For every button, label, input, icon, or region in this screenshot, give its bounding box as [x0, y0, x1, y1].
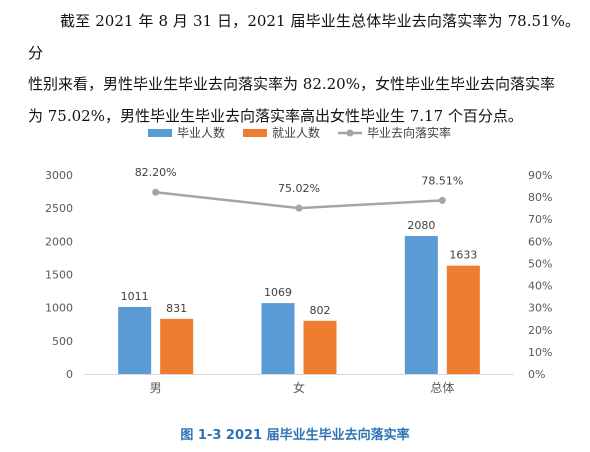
left-axis: 0 500 1000 1500 2000 2500 3000: [45, 169, 73, 381]
rate-value-label: 82.20%: [135, 166, 177, 179]
rate-point: [152, 188, 160, 196]
summary-paragraph: 截至 2021 年 8 月 31 日，2021 届毕业生总体毕业去向落实率为 7…: [28, 6, 580, 132]
right-tick-label: 30%: [528, 302, 552, 315]
legend-label: 毕业去向落实率: [367, 125, 451, 140]
right-tick-label: 50%: [528, 257, 552, 270]
paragraph-line-3: 为 75.02%，男性毕业生毕业去向落实率高出女性毕业生 7.17 个百分点。: [28, 106, 523, 125]
bar: [261, 303, 295, 374]
left-tick-label: 2500: [45, 202, 73, 215]
bar: [160, 318, 194, 374]
figure-caption: 图 1-3 2021 届毕业生毕业去向落实率: [180, 428, 410, 443]
bar-value-label: 1011: [121, 290, 149, 303]
category-label: 总体: [430, 381, 454, 395]
x-axis: 男 女 总体: [84, 374, 514, 395]
category-label: 男: [150, 381, 162, 395]
right-axis: 0% 10% 20% 30% 40% 50% 60% 70% 80% 90%: [528, 169, 552, 381]
rate-point: [295, 204, 303, 212]
rate-line: 82.20% 75.02% 78.51%: [135, 166, 463, 212]
right-tick-label: 80%: [528, 191, 552, 204]
legend-swatch: [148, 129, 172, 137]
bar-value-label: 831: [166, 302, 187, 315]
bars: 1011 1069 2080 831 802 1633: [118, 219, 480, 374]
left-tick-label: 1000: [45, 302, 73, 315]
legend: 毕业人数 就业人数 毕业去向落实率: [148, 125, 451, 140]
legend-label: 毕业人数: [177, 125, 225, 140]
bar: [404, 236, 438, 374]
right-tick-label: 40%: [528, 280, 552, 293]
right-tick-label: 90%: [528, 169, 552, 182]
right-tick-label: 10%: [528, 346, 552, 359]
left-tick-label: 3000: [45, 169, 73, 182]
rate-point: [438, 196, 446, 204]
paragraph-line-2: 性别来看，男性毕业生毕业去向落实率为 82.20%，女性毕业生毕业去向落实率: [28, 75, 555, 93]
employment-rate-chart: 毕业人数 就业人数 毕业去向落实率 0 500 1000 1500 2000 2500 3000…: [45, 125, 552, 395]
right-tick-label: 70%: [528, 213, 552, 226]
left-tick-label: 1500: [45, 269, 73, 282]
paragraph-line-1: 截至 2021 年 8 月 31 日，2021 届毕业生总体毕业去向落实率为 7…: [28, 12, 580, 62]
bar-value-label: 2080: [407, 219, 435, 232]
legend-label: 就业人数: [272, 125, 320, 140]
right-tick-label: 20%: [528, 324, 552, 337]
bar-value-label: 1633: [449, 249, 477, 262]
category-label: 女: [293, 380, 305, 395]
bar: [446, 265, 480, 374]
rate-value-label: 75.02%: [278, 182, 320, 195]
bar: [303, 320, 337, 374]
legend-marker: [346, 129, 354, 137]
bar-value-label: 802: [310, 304, 331, 317]
legend-swatch: [243, 129, 267, 137]
left-tick-label: 2000: [45, 235, 73, 248]
left-tick-label: 500: [52, 335, 73, 348]
right-tick-label: 0%: [528, 368, 545, 381]
rate-value-label: 78.51%: [421, 174, 463, 187]
bar: [118, 306, 152, 374]
right-tick-label: 60%: [528, 235, 552, 248]
left-tick-label: 0: [66, 368, 73, 381]
bar-value-label: 1069: [264, 286, 292, 299]
